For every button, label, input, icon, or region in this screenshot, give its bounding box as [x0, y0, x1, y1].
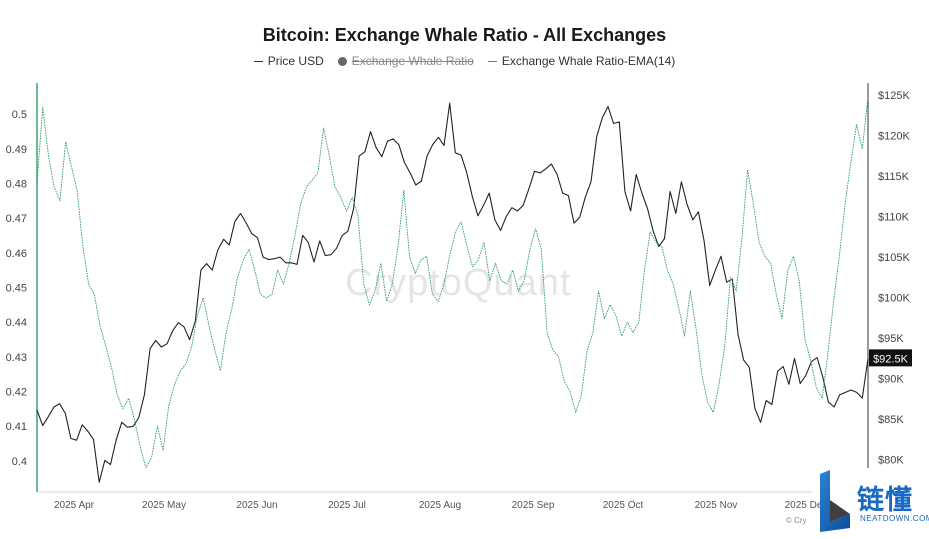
y-right-tick-label: $125K [878, 90, 910, 102]
y-right-tick-label: $90K [878, 374, 904, 386]
site-logo[interactable]: 链懂 NEATDOWN.COM [812, 468, 929, 539]
legend-label-ema: Exchange Whale Ratio-EMA(14) [501, 54, 676, 68]
price-series-line [36, 102, 869, 483]
x-tick-label: 2025 Aug [419, 500, 461, 511]
y-right-tick-label: $80K [878, 455, 904, 467]
legend-item-ema[interactable]: Exchange Whale Ratio-EMA(14) [487, 54, 676, 68]
legend-label-whale-ratio: Exchange Whale Ratio [351, 54, 474, 68]
y-right-tick-label: $85K [878, 414, 904, 426]
x-tick-label: 2025 Dec [785, 500, 828, 511]
copyright-text: © Cry [786, 516, 807, 525]
y-left-tick-label: 0.45 [6, 283, 27, 295]
x-tick-label: 2025 Apr [54, 500, 95, 511]
legend-label-price: Price USD [267, 54, 324, 68]
x-tick-label: 2025 Oct [603, 500, 644, 511]
logo-text-cn: 链懂 [857, 485, 913, 516]
watermark: CryptoQuant [345, 262, 572, 304]
y-left-tick-label: 0.43 [6, 352, 27, 364]
ema-series-line [36, 96, 869, 469]
y-right-tick-label: $110K [878, 212, 910, 224]
y-right-tick-label: $120K [878, 131, 910, 143]
y-left-tick-label: 0.5 [12, 109, 27, 121]
legend-item-whale-ratio[interactable]: Exchange Whale Ratio [337, 54, 474, 68]
x-tick-label: 2025 May [142, 500, 186, 511]
y-left-tick-label: 0.49 [6, 144, 27, 156]
y-left-tick-label: 0.41 [6, 421, 27, 433]
line-marker-icon [487, 60, 497, 62]
y-left-tick-label: 0.46 [6, 248, 27, 260]
x-tick-label: 2025 Jun [236, 500, 277, 511]
y-right-tick-label: $100K [878, 293, 910, 305]
line-marker-icon [253, 60, 263, 62]
price-badge [869, 349, 912, 367]
y-right-tick-label: $115K [878, 171, 910, 183]
y-left-tick-label: 0.42 [6, 386, 27, 398]
y-left-tick-label: 0.47 [6, 213, 27, 225]
chart-title: Bitcoin: Exchange Whale Ratio - All Exch… [262, 25, 667, 45]
x-tick-label: 2025 Jul [328, 500, 366, 511]
x-tick-label: 2025 Sep [512, 500, 555, 511]
dot-marker-icon [337, 56, 347, 66]
y-left-tick-label: 0.44 [6, 317, 27, 329]
legend-item-price[interactable]: Price USD [253, 54, 324, 68]
logo-text-en: NEATDOWN.COM [860, 514, 929, 523]
y-right-tick-label: $95K [878, 333, 904, 345]
x-tick-label: 2025 Nov [695, 500, 738, 511]
chart-legend: Price USD Exchange Whale Ratio Exchange … [0, 54, 929, 68]
y-left-tick-label: 0.48 [6, 179, 27, 191]
logo-mark-icon [820, 470, 850, 532]
price-badge-label: $92.5K [873, 353, 909, 365]
y-right-tick-label: $105K [878, 252, 910, 264]
y-left-tick-label: 0.4 [12, 456, 27, 468]
